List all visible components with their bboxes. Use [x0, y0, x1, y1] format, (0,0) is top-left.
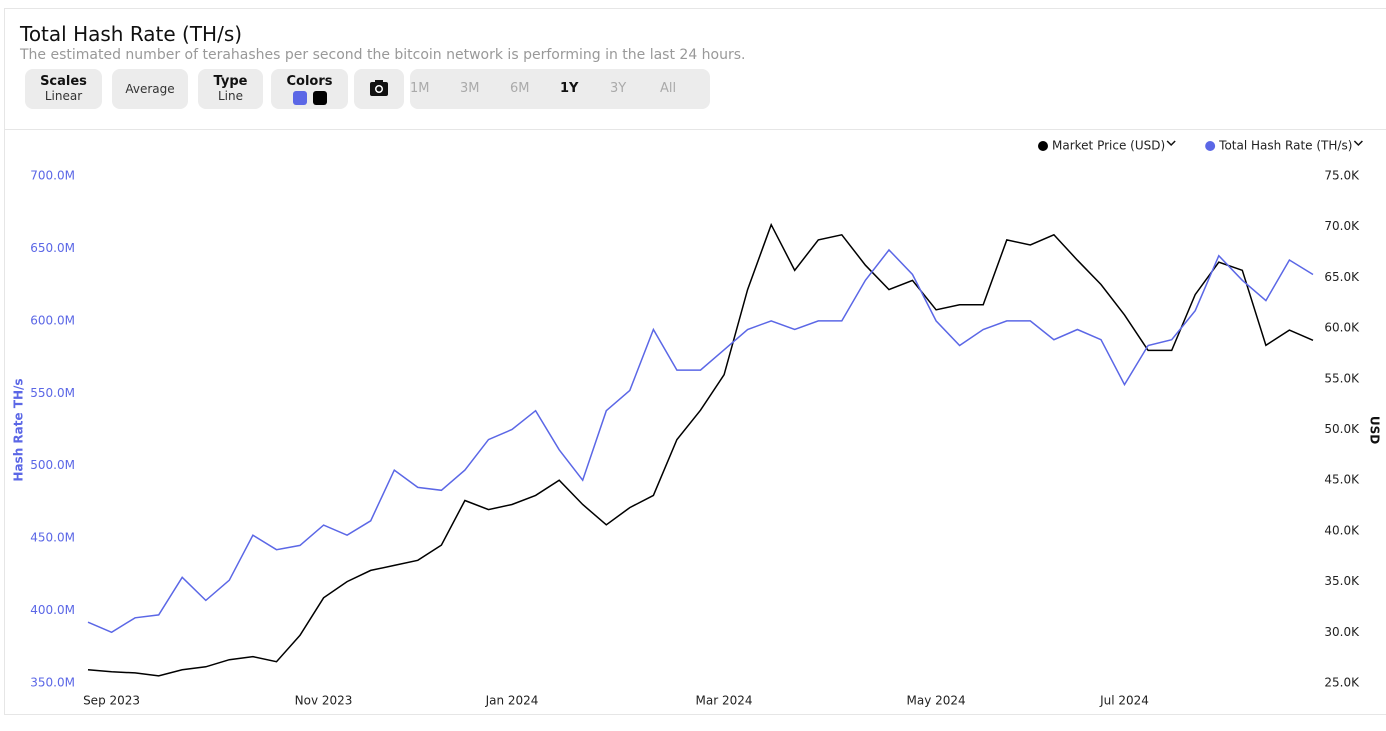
y2-tick-label: 65.0K [1324, 270, 1360, 284]
y2-tick-label: 45.0K [1324, 473, 1360, 487]
y2-tick-label: 30.0K [1324, 625, 1360, 639]
y-tick-label: 700.0M [30, 169, 75, 183]
range-group: 1M 3M 6M 1Y 3Y All [410, 69, 710, 109]
series-line [87, 248, 1314, 634]
swatches [290, 91, 330, 110]
y2-tick-label: 50.0K [1324, 422, 1360, 436]
average-button[interactable]: Average [112, 69, 188, 109]
range-button[interactable]: 3M [460, 81, 480, 96]
y2-tick-label: 40.0K [1324, 523, 1360, 537]
range-button[interactable]: 3Y [610, 81, 627, 96]
y2-tick-label: 25.0K [1324, 676, 1360, 690]
y-tick-label: 650.0M [30, 241, 75, 255]
y-tick-label: 350.0M [30, 676, 75, 690]
x-tick-label: Jul 2024 [1099, 694, 1149, 708]
range-button[interactable]: 6M [510, 81, 530, 96]
range-button[interactable]: 1Y [560, 81, 579, 96]
legend-marker [1205, 141, 1216, 151]
y-tick-label: 400.0M [30, 603, 75, 617]
x-tick-label: Mar 2024 [696, 694, 753, 708]
card [4, 8, 1386, 715]
camera-icon [370, 80, 388, 96]
label: Scales [40, 74, 87, 89]
x-tick-label: Nov 2023 [295, 694, 353, 708]
title: Total Hash Rate (TH/s) [20, 22, 243, 46]
y2-tick-label: 75.0K [1324, 169, 1360, 183]
range-button[interactable]: All [660, 81, 677, 96]
label: Type [213, 74, 248, 89]
y-tick-label: 600.0M [30, 313, 75, 327]
x-tick-label: May 2024 [906, 694, 965, 708]
y-tick-label: 450.0M [30, 531, 75, 545]
label: Colors [286, 74, 333, 89]
legend-chevron [1166, 140, 1176, 147]
color-swatch[interactable] [312, 91, 327, 105]
value: Linear [44, 89, 83, 103]
y-tick-label: 550.0M [30, 386, 75, 400]
color-swatch[interactable] [292, 91, 307, 105]
series-line [87, 222, 1314, 677]
y2-tick-label: 35.0K [1324, 574, 1360, 588]
y2-tick-label: 55.0K [1324, 371, 1360, 385]
y-tick-label: 500.0M [30, 458, 75, 472]
camera-button[interactable] [354, 69, 404, 109]
x-tick-label: Sep 2023 [83, 694, 140, 708]
subtitle: The estimated number of terahashes per s… [20, 47, 746, 63]
x-tick-label: Jan 2024 [485, 694, 539, 708]
type-button[interactable]: Type Line [198, 69, 263, 109]
scales-button[interactable]: Scales Linear [25, 69, 102, 109]
y2-tick-label: 60.0K [1324, 321, 1360, 335]
value: Line [217, 89, 243, 103]
y2-axis-label: USD [1368, 416, 1382, 444]
range-button[interactable]: 1M [410, 81, 430, 96]
y2-tick-label: 70.0K [1324, 219, 1360, 233]
legend-label: Market Price (USD) [1052, 139, 1165, 153]
separator [4, 129, 1386, 130]
colors-button[interactable]: Colors [271, 69, 348, 109]
legend-marker [1038, 141, 1048, 151]
y-axis-label: Hash Rate TH/s [12, 378, 26, 481]
legend-chevron [1353, 140, 1363, 147]
legend-label: Total Hash Rate (TH/s) [1218, 139, 1352, 153]
